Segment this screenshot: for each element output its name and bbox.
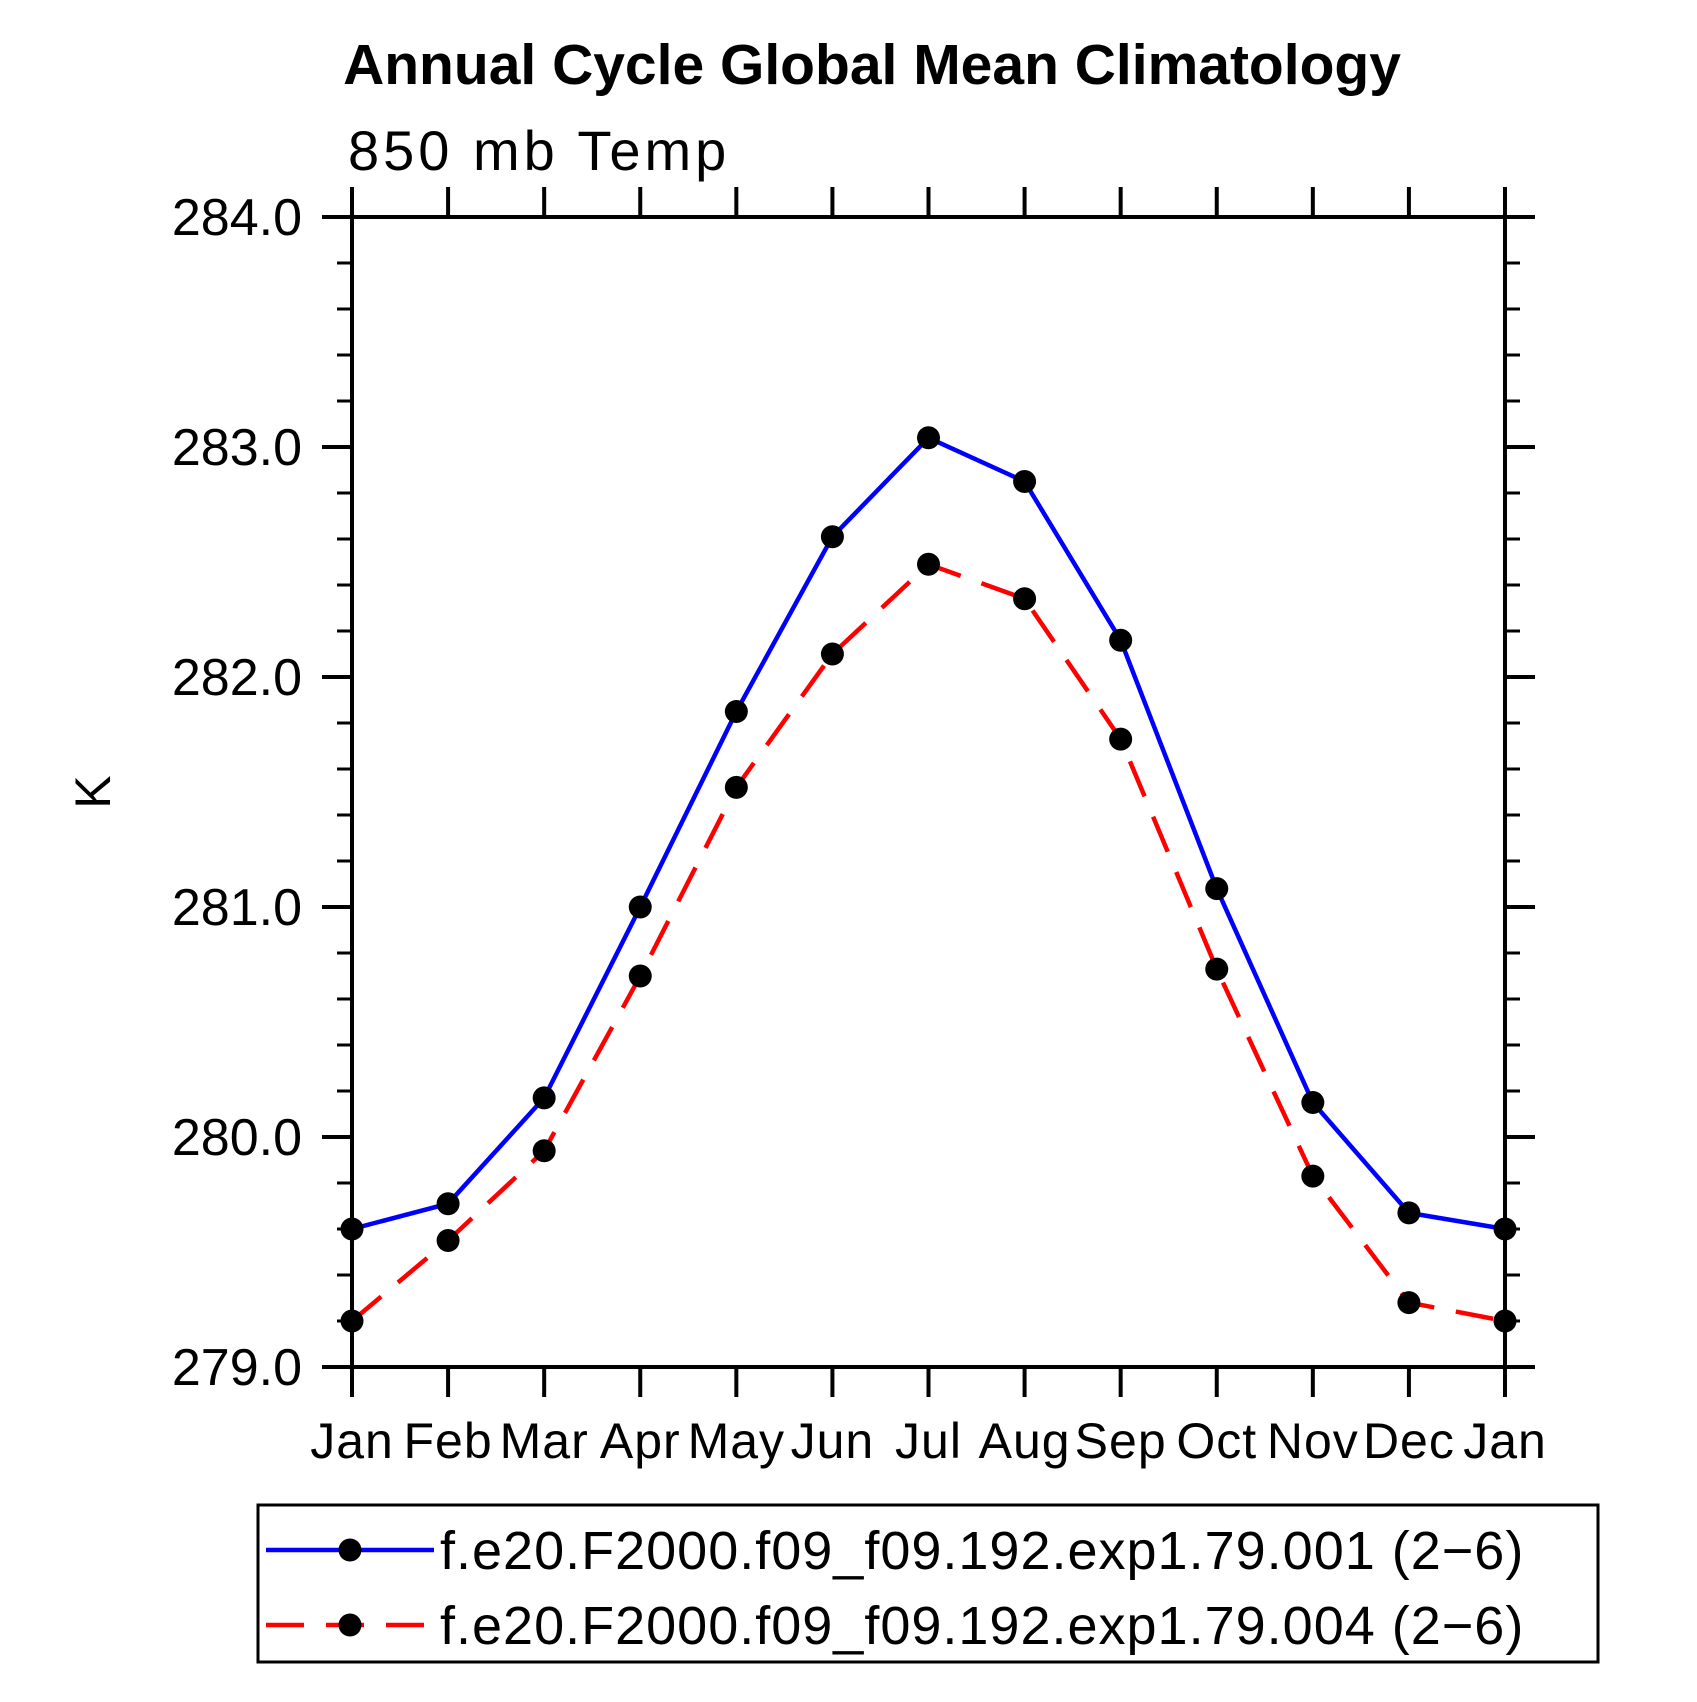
x-tick-label: Aug [979,1413,1071,1469]
series-2-marker [1109,727,1133,751]
series-1-marker [436,1192,460,1216]
series-2-marker [1397,1291,1421,1315]
legend-label-2: f.e20.F2000.f09_f09.192.exp1.79.004 (2−6… [440,1596,1524,1656]
x-tick-label: Dec [1363,1413,1455,1469]
legend-box [256,1503,1600,1664]
x-tick-label: May [688,1413,785,1469]
chart-title: Annual Cycle Global Mean Climatology [343,33,1401,97]
series-1-marker [340,1217,364,1241]
x-tick-label: Jun [791,1413,875,1469]
left-axis-heading: 850 mb Temp [348,119,730,182]
x-tick-label: Nov [1267,1413,1359,1469]
series-2-marker [436,1229,460,1252]
series-2-marker [1301,1164,1325,1188]
series-1-marker [1205,877,1229,901]
series-2-marker [820,642,844,666]
series-1-marker [1013,470,1037,493]
plot-frame [350,215,1507,1369]
y-tick-label: 283.0 [172,419,302,477]
y-tick-label: 284.0 [172,189,302,247]
y-tick-label: 282.0 [172,649,302,707]
x-tick-label: Apr [600,1413,681,1469]
series-2-marker [1205,957,1229,981]
legend-marker-1 [338,1538,362,1562]
series-2-marker [1013,587,1037,611]
series-2-marker [628,964,652,988]
x-tick-label: Jul [895,1413,962,1469]
series-1-marker [1397,1201,1421,1225]
series-1-marker [1493,1217,1517,1241]
series-2-marker [724,775,748,799]
series-2-marker [340,1309,364,1333]
x-tick-label: Feb [403,1413,492,1469]
y-tick-label: 281.0 [172,879,302,937]
series-1-marker [917,426,940,450]
series-1-marker [628,895,652,919]
series-1-marker [1109,628,1133,652]
y-tick-label: 279.0 [172,1339,302,1397]
y-tick-label: 280.0 [172,1109,302,1167]
series-2-marker [1493,1309,1517,1333]
legend-label-1: f.e20.F2000.f09_f09.192.exp1.79.001 (2−6… [440,1521,1524,1581]
x-tick-label: Jan [310,1413,394,1469]
x-tick-label: Sep [1075,1413,1167,1469]
x-tick-label: Oct [1176,1413,1257,1469]
series-2-marker [532,1139,556,1163]
series-2-marker [917,552,940,576]
series-1-marker [820,525,844,549]
legend-marker-2 [338,1613,362,1637]
x-tick-label: Jan [1463,1413,1547,1469]
series-1-marker [724,700,748,723]
y-axis-unit-label: K [65,775,121,808]
series-1-marker [532,1086,556,1110]
series-line-2 [350,561,1506,1324]
x-tick-label: Mar [500,1413,589,1469]
series-1-marker [1301,1091,1325,1114]
